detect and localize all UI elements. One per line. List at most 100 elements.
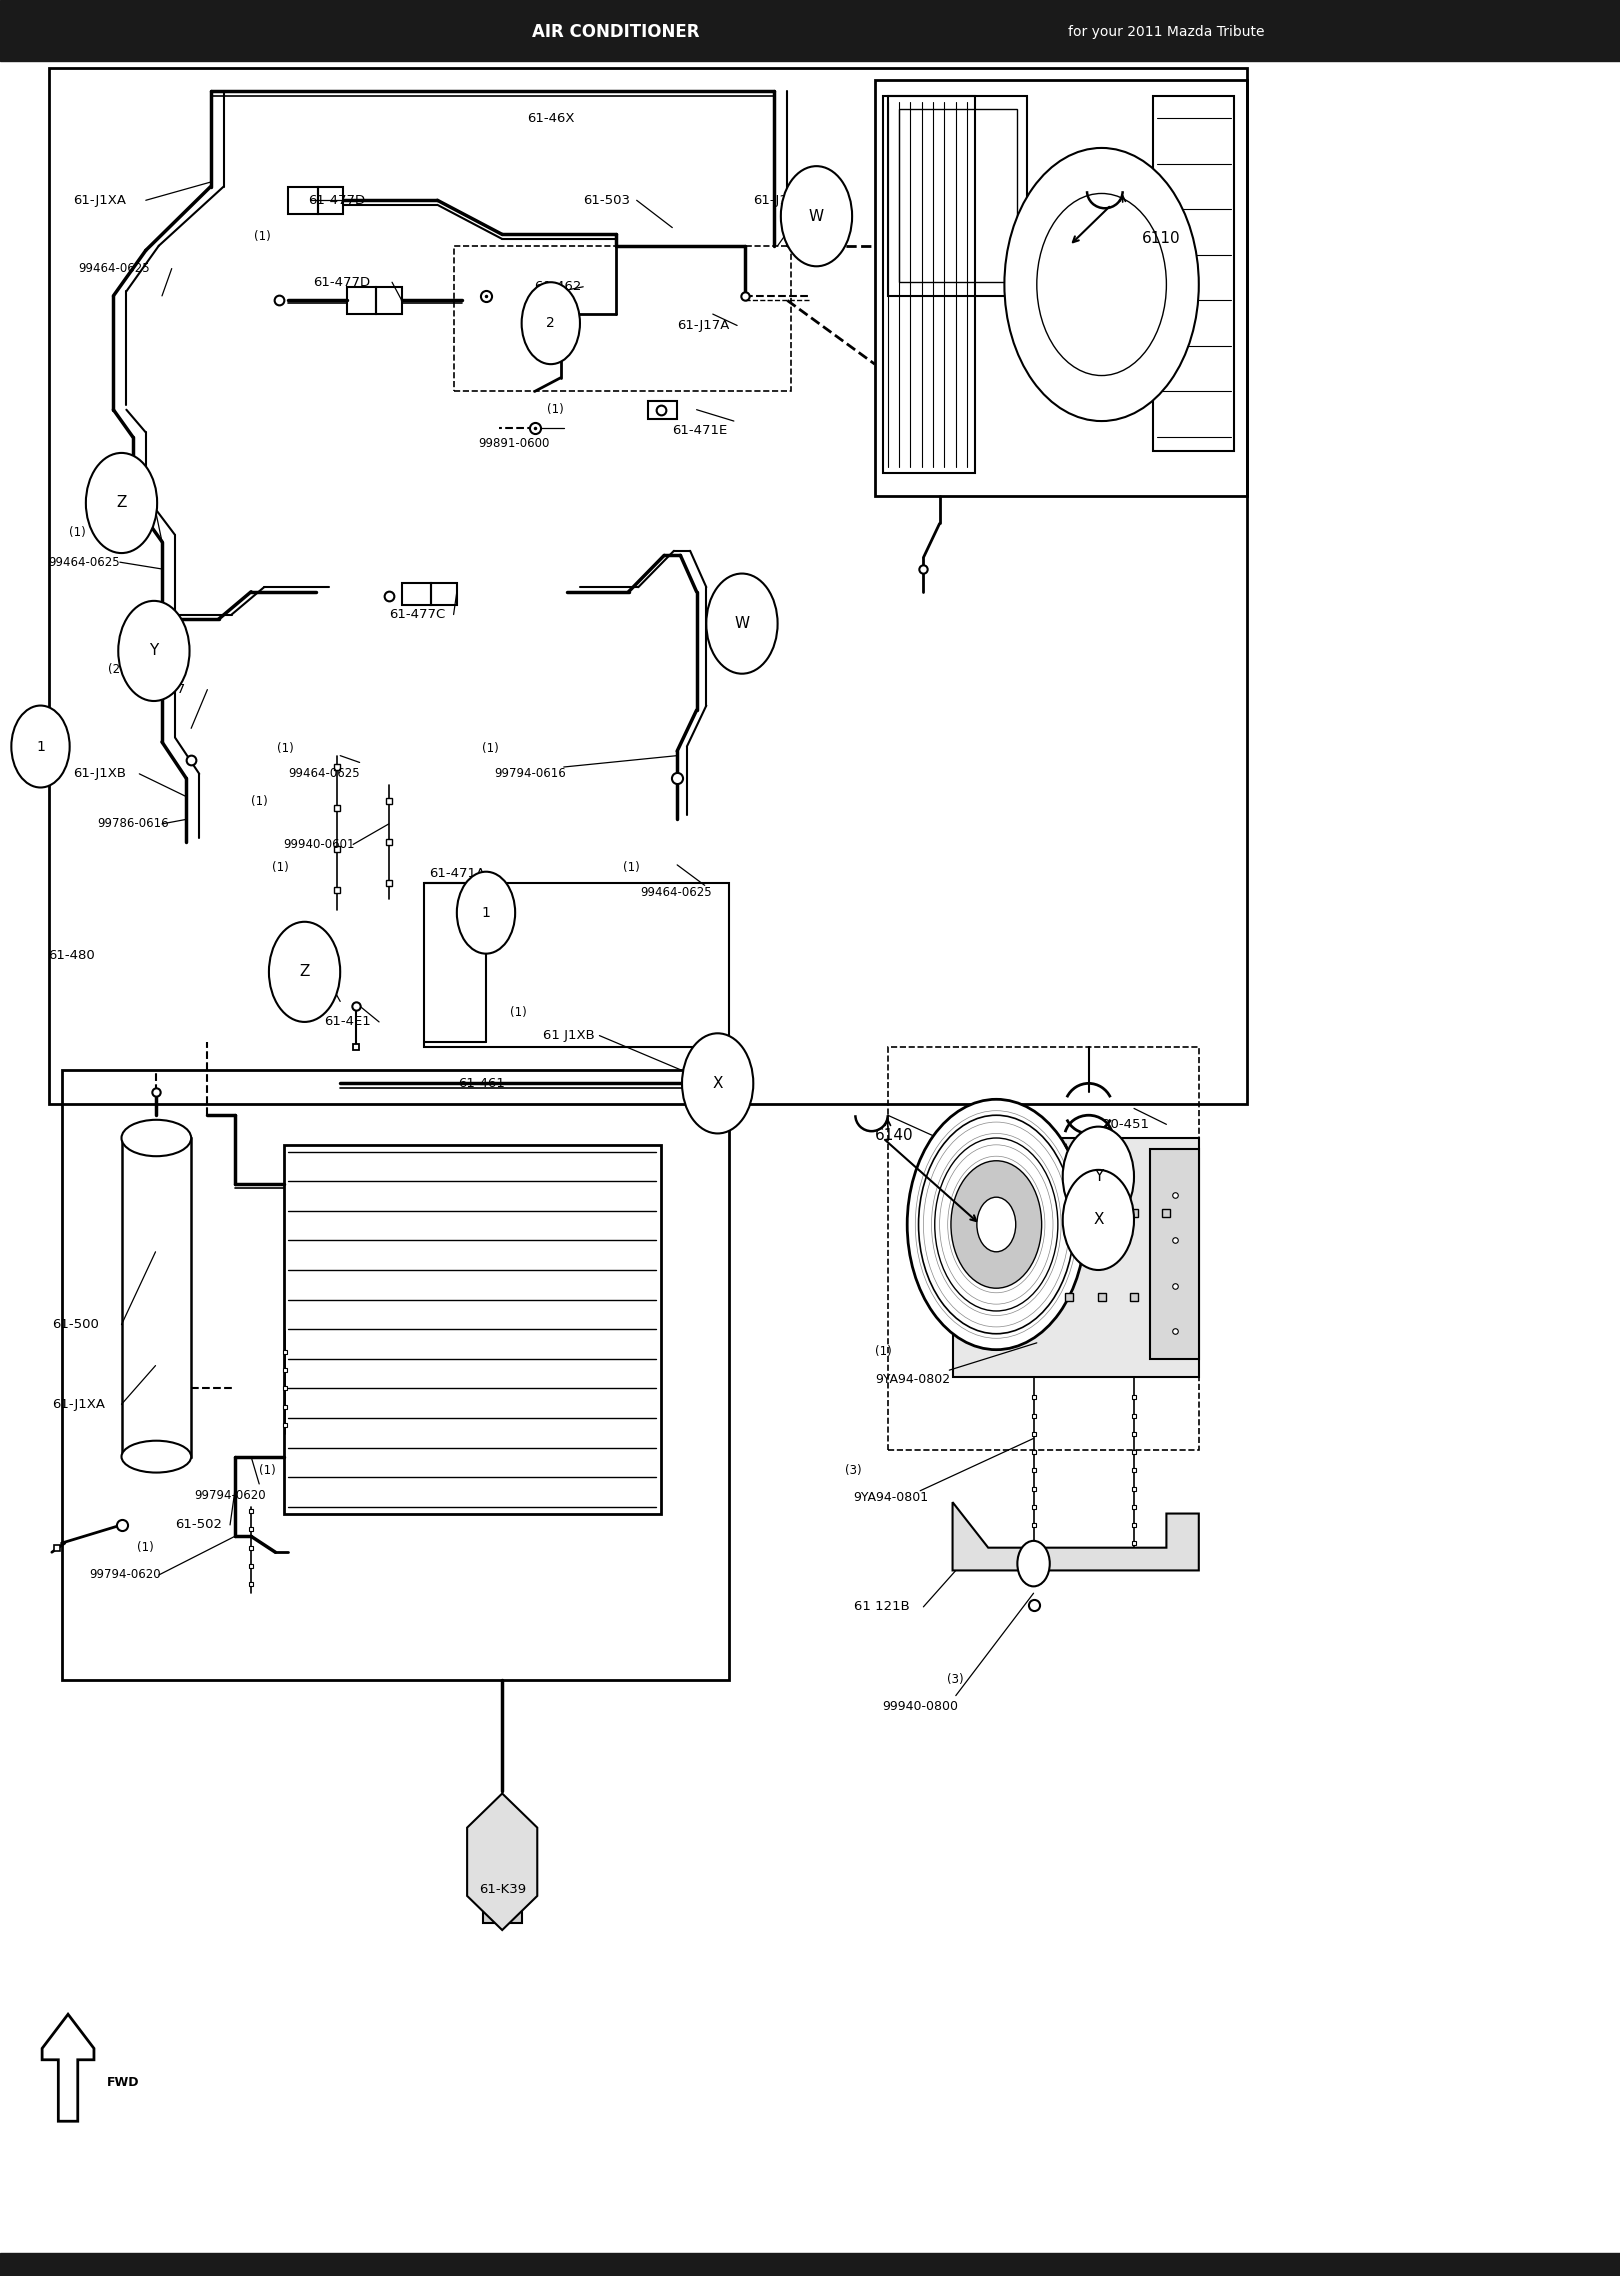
Circle shape xyxy=(457,872,515,954)
Bar xyxy=(62,1070,729,1680)
Text: 6110: 6110 xyxy=(1142,232,1181,246)
Text: (1): (1) xyxy=(624,860,640,874)
Circle shape xyxy=(919,1115,1074,1334)
Text: 99794-0620: 99794-0620 xyxy=(89,1568,160,1582)
Text: 2: 2 xyxy=(546,316,556,330)
Bar xyxy=(288,187,318,214)
Text: (1): (1) xyxy=(70,526,86,539)
Bar xyxy=(953,1138,1199,1377)
Text: (2): (2) xyxy=(109,662,125,676)
Bar xyxy=(424,883,729,1047)
Text: 61-500: 61-500 xyxy=(52,1318,99,1331)
Text: 61-503: 61-503 xyxy=(583,193,630,207)
Circle shape xyxy=(1063,1170,1134,1270)
Bar xyxy=(431,583,457,605)
Text: 61-J17A: 61-J17A xyxy=(677,319,729,332)
Text: 61-J1XA: 61-J1XA xyxy=(52,1397,105,1411)
Text: 61 462: 61 462 xyxy=(535,280,582,294)
Text: 61-477D: 61-477D xyxy=(313,275,369,289)
Text: 61-J17: 61-J17 xyxy=(143,683,186,696)
Bar xyxy=(883,96,975,473)
Circle shape xyxy=(781,166,852,266)
Bar xyxy=(648,401,677,419)
Text: 99794-0616: 99794-0616 xyxy=(494,767,565,781)
Circle shape xyxy=(977,1197,1016,1252)
Text: 61-480: 61-480 xyxy=(49,949,96,963)
Ellipse shape xyxy=(122,1120,191,1156)
Text: (1): (1) xyxy=(510,1006,526,1020)
Circle shape xyxy=(706,574,778,674)
Circle shape xyxy=(1004,148,1199,421)
Text: 61-477C: 61-477C xyxy=(389,608,446,621)
Circle shape xyxy=(86,453,157,553)
Text: 99464-0625: 99464-0625 xyxy=(640,885,711,899)
Text: 9YA94-0801: 9YA94-0801 xyxy=(854,1491,928,1504)
Text: 61-461: 61-461 xyxy=(458,1077,505,1090)
Bar xyxy=(0,0,1620,61)
Text: 61-4E1: 61-4E1 xyxy=(324,1015,371,1029)
Ellipse shape xyxy=(122,1441,191,1473)
Text: Y: Y xyxy=(149,644,159,658)
Text: (1): (1) xyxy=(40,740,57,753)
Text: 61-471E: 61-471E xyxy=(672,423,727,437)
Text: 61-471A: 61-471A xyxy=(429,867,486,881)
Text: (1): (1) xyxy=(875,1345,891,1359)
Circle shape xyxy=(1037,193,1166,376)
Text: (3): (3) xyxy=(846,1463,862,1477)
Text: X: X xyxy=(1094,1213,1103,1227)
Text: Z: Z xyxy=(117,496,126,510)
Circle shape xyxy=(118,601,190,701)
Text: Z: Z xyxy=(300,965,309,979)
Text: 99940-0800: 99940-0800 xyxy=(883,1700,957,1714)
Circle shape xyxy=(11,706,70,787)
Polygon shape xyxy=(467,1793,538,1930)
Text: 1: 1 xyxy=(36,740,45,753)
Bar xyxy=(1150,1149,1199,1359)
Text: 61-J1XC: 61-J1XC xyxy=(753,193,805,207)
Circle shape xyxy=(907,1099,1085,1350)
Text: 61-K39: 61-K39 xyxy=(478,1882,526,1896)
Text: 6140: 6140 xyxy=(875,1129,914,1143)
Text: 1: 1 xyxy=(481,906,491,920)
Text: (1): (1) xyxy=(277,742,293,756)
Text: 61-477D: 61-477D xyxy=(308,193,364,207)
Text: 61 121B: 61 121B xyxy=(854,1600,909,1614)
Text: 99464-0625: 99464-0625 xyxy=(288,767,360,781)
Bar xyxy=(122,1138,191,1457)
Circle shape xyxy=(1017,1541,1050,1586)
Bar xyxy=(0,2253,1620,2276)
Bar xyxy=(49,68,1247,1104)
Bar xyxy=(888,96,1027,296)
Text: 20-451: 20-451 xyxy=(1102,1118,1149,1131)
Text: 99786-0616: 99786-0616 xyxy=(97,817,168,831)
Circle shape xyxy=(935,1138,1058,1311)
Bar xyxy=(483,1873,522,1923)
Text: 61-J1XB: 61-J1XB xyxy=(73,767,126,781)
Text: FWD: FWD xyxy=(107,2076,139,2089)
Text: 99464-0625: 99464-0625 xyxy=(78,262,149,275)
Text: W: W xyxy=(734,617,750,630)
Text: (1): (1) xyxy=(548,403,564,417)
Text: AIR CONDITIONER: AIR CONDITIONER xyxy=(531,23,700,41)
Text: (1): (1) xyxy=(254,230,271,244)
Text: 99464-0625: 99464-0625 xyxy=(49,555,120,569)
Text: 61-502: 61-502 xyxy=(175,1518,222,1532)
Bar xyxy=(875,80,1247,496)
Bar xyxy=(899,109,1017,282)
Text: 99891-0600: 99891-0600 xyxy=(478,437,549,451)
Circle shape xyxy=(269,922,340,1022)
Text: Y: Y xyxy=(1094,1170,1103,1184)
Bar xyxy=(284,1145,661,1514)
Text: 61-46X: 61-46X xyxy=(526,112,575,125)
Circle shape xyxy=(951,1161,1042,1288)
Text: 99940-0601: 99940-0601 xyxy=(284,838,355,851)
Text: 9YA94-0802: 9YA94-0802 xyxy=(875,1372,949,1386)
Text: (1): (1) xyxy=(259,1463,275,1477)
Text: W: W xyxy=(808,209,825,223)
Bar xyxy=(1153,96,1234,451)
Text: (1): (1) xyxy=(483,742,499,756)
Bar xyxy=(347,287,376,314)
Text: (3): (3) xyxy=(948,1673,964,1687)
Polygon shape xyxy=(953,1502,1199,1570)
Bar xyxy=(402,583,431,605)
